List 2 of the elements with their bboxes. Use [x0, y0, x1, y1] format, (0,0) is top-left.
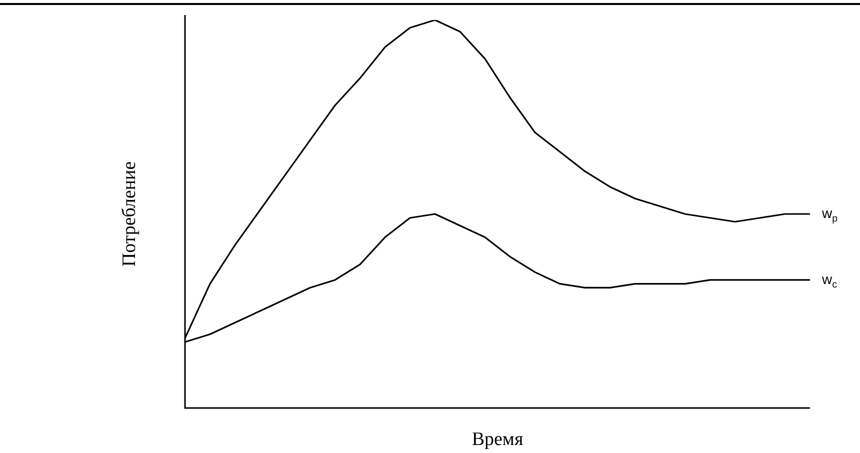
x-axis-title: Время [472, 428, 524, 450]
y-axis-title: Потребление [118, 161, 140, 267]
